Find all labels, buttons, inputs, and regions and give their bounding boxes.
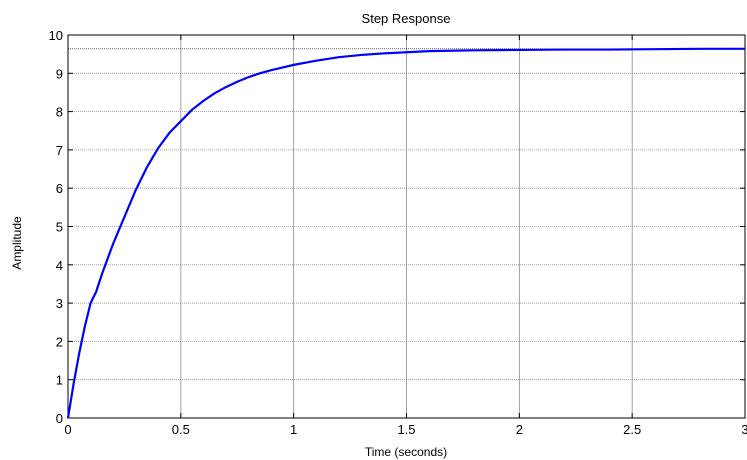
x-axis-label: Time (seconds) — [365, 445, 447, 459]
y-tick-label: 0 — [56, 411, 63, 426]
chart-title: Step Response — [362, 11, 451, 26]
y-tick-label: 7 — [56, 143, 63, 158]
response-curve-line — [66, 47, 745, 419]
y-tick-label: 8 — [56, 105, 63, 120]
y-tick-label: 9 — [56, 66, 63, 81]
tick-labels: 0 0.5 1 1.5 2 2.5 3 0 1 2 3 4 5 6 7 8 9 10 — [49, 28, 747, 437]
axis-ticks — [67, 34, 746, 419]
y-tick-label: 5 — [56, 220, 63, 235]
x-tick-label: 0.5 — [172, 422, 190, 437]
x-tick-label: 1.5 — [397, 422, 415, 437]
y-tick-label: 1 — [56, 373, 63, 388]
x-tick-label: 2.5 — [623, 422, 641, 437]
y-tick-label: 4 — [56, 258, 63, 273]
x-tick-label: 1 — [290, 422, 297, 437]
grid-lines — [68, 35, 745, 418]
y-axis-label: Amplitude — [10, 216, 24, 270]
y-tick-label: 10 — [49, 28, 63, 43]
x-tick-label: 3 — [741, 422, 747, 437]
x-tick-label: 2 — [516, 422, 523, 437]
y-tick-label: 6 — [56, 181, 63, 196]
x-tick-label: 0 — [64, 422, 71, 437]
y-tick-label: 2 — [56, 334, 63, 349]
y-tick-label: 3 — [56, 296, 63, 311]
